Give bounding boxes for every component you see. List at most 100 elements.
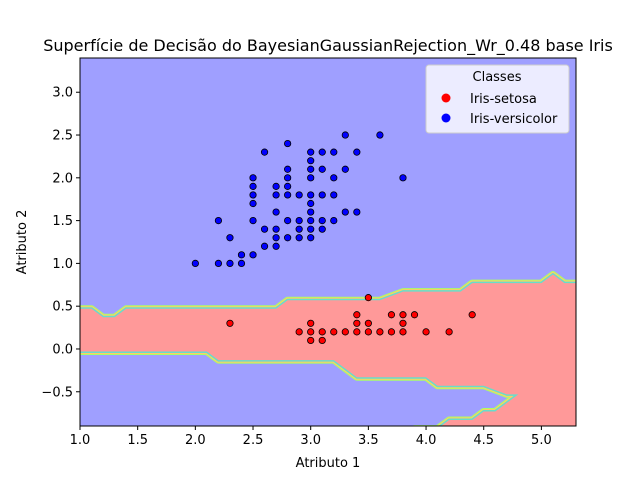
point-iris-versicolor bbox=[399, 174, 407, 182]
point-iris-versicolor bbox=[272, 234, 280, 242]
point-iris-versicolor bbox=[226, 234, 234, 242]
point-iris-versicolor bbox=[226, 259, 234, 267]
x-tick-label: 4.5 bbox=[473, 433, 494, 448]
x-tick-label: 2.5 bbox=[243, 433, 264, 448]
x-tick-label: 3.5 bbox=[358, 433, 379, 448]
x-tick-label: 4.0 bbox=[416, 433, 437, 448]
x-tick-label: 5.0 bbox=[531, 433, 552, 448]
point-iris-versicolor bbox=[307, 234, 315, 242]
point-iris-versicolor bbox=[272, 208, 280, 216]
point-iris-versicolor bbox=[330, 217, 338, 225]
y-tick-label: 1.0 bbox=[52, 257, 73, 272]
point-iris-setosa bbox=[422, 328, 430, 336]
point-iris-setosa bbox=[364, 319, 372, 327]
point-iris-versicolor bbox=[307, 225, 315, 233]
point-iris-versicolor bbox=[318, 165, 326, 173]
chart-title: Superfície de Decisão do BayesianGaussia… bbox=[43, 36, 613, 56]
point-iris-versicolor bbox=[307, 191, 315, 199]
point-iris-setosa bbox=[445, 328, 453, 336]
x-axis-ticks: 1.0 1.5 2.0 2.5 3.0 3.5 4.0 4.5 5.0 bbox=[70, 426, 552, 448]
y-tick-label: 0.0 bbox=[52, 342, 73, 357]
y-tick-label: 1.5 bbox=[52, 214, 73, 229]
point-iris-versicolor bbox=[214, 217, 223, 225]
point-iris-versicolor bbox=[214, 259, 223, 267]
point-iris-setosa bbox=[376, 328, 384, 336]
point-iris-versicolor bbox=[284, 234, 292, 242]
point-iris-versicolor bbox=[341, 208, 349, 216]
setosa-region bbox=[80, 274, 576, 426]
point-iris-versicolor bbox=[353, 208, 361, 216]
legend-title: Classes bbox=[473, 70, 522, 85]
point-iris-setosa bbox=[399, 319, 407, 327]
point-iris-setosa bbox=[307, 328, 315, 336]
point-iris-versicolor bbox=[260, 242, 269, 250]
y-tick-label: 2.5 bbox=[52, 129, 73, 144]
point-iris-versicolor bbox=[284, 165, 292, 173]
plot-frame bbox=[79, 57, 577, 427]
point-iris-versicolor bbox=[284, 139, 292, 148]
x-tick-label: 2.0 bbox=[185, 433, 206, 448]
point-iris-versicolor bbox=[341, 165, 349, 173]
point-iris-versicolor bbox=[330, 191, 338, 199]
point-iris-versicolor bbox=[295, 217, 303, 225]
legend-box bbox=[425, 64, 570, 134]
y-tick-label: 3.0 bbox=[52, 86, 73, 101]
point-iris-versicolor bbox=[307, 157, 315, 165]
point-iris-versicolor bbox=[272, 225, 280, 233]
point-iris-setosa bbox=[399, 328, 407, 336]
point-iris-versicolor bbox=[272, 191, 280, 199]
points-layer bbox=[191, 131, 476, 345]
point-iris-setosa bbox=[318, 336, 326, 345]
legend: Classes Iris-setosa Iris-versicolor bbox=[425, 64, 570, 134]
point-iris-versicolor bbox=[307, 208, 315, 216]
x-axis-label: Atributo 1 bbox=[296, 456, 361, 471]
point-iris-setosa bbox=[353, 328, 361, 336]
point-iris-versicolor bbox=[295, 234, 303, 242]
point-iris-setosa bbox=[226, 319, 234, 327]
point-iris-setosa bbox=[387, 311, 396, 319]
point-iris-versicolor bbox=[249, 199, 257, 208]
point-iris-setosa bbox=[410, 311, 419, 319]
point-iris-versicolor bbox=[318, 148, 326, 156]
point-iris-versicolor bbox=[249, 182, 257, 190]
point-iris-setosa bbox=[364, 294, 372, 302]
point-iris-setosa bbox=[295, 328, 303, 336]
point-iris-setosa bbox=[318, 328, 326, 336]
point-iris-versicolor bbox=[376, 131, 384, 139]
point-iris-setosa bbox=[399, 311, 407, 319]
point-iris-versicolor bbox=[249, 174, 257, 182]
point-iris-versicolor bbox=[307, 148, 315, 156]
point-iris-versicolor bbox=[249, 251, 257, 259]
point-iris-versicolor bbox=[341, 131, 349, 139]
point-iris-setosa bbox=[468, 311, 476, 319]
point-iris-versicolor bbox=[330, 174, 338, 182]
x-tick-label: 3.0 bbox=[300, 433, 321, 448]
point-iris-setosa bbox=[364, 328, 372, 336]
point-iris-versicolor bbox=[284, 174, 292, 182]
point-iris-versicolor bbox=[295, 191, 303, 199]
y-tick-label: 2.0 bbox=[52, 171, 73, 186]
point-iris-versicolor bbox=[272, 182, 280, 190]
point-iris-versicolor bbox=[318, 217, 326, 225]
point-iris-versicolor bbox=[249, 217, 257, 225]
point-iris-setosa bbox=[387, 328, 396, 336]
point-iris-versicolor bbox=[307, 174, 315, 182]
point-iris-setosa bbox=[307, 319, 315, 327]
legend-label-versicolor: Iris-versicolor bbox=[470, 112, 558, 127]
point-iris-versicolor bbox=[191, 259, 199, 267]
point-iris-setosa bbox=[353, 311, 361, 319]
legend-marker-versicolor bbox=[441, 113, 451, 123]
point-iris-versicolor bbox=[249, 191, 257, 199]
point-iris-versicolor bbox=[284, 191, 292, 199]
x-tick-label: 1.5 bbox=[127, 433, 148, 448]
point-iris-setosa bbox=[330, 328, 338, 336]
point-iris-versicolor bbox=[353, 148, 361, 156]
point-iris-versicolor bbox=[260, 225, 269, 233]
point-iris-versicolor bbox=[307, 199, 315, 208]
point-iris-versicolor bbox=[284, 182, 292, 190]
point-iris-versicolor bbox=[237, 251, 246, 259]
point-iris-setosa bbox=[341, 328, 349, 336]
point-iris-versicolor bbox=[272, 242, 280, 250]
point-iris-versicolor bbox=[237, 259, 246, 267]
